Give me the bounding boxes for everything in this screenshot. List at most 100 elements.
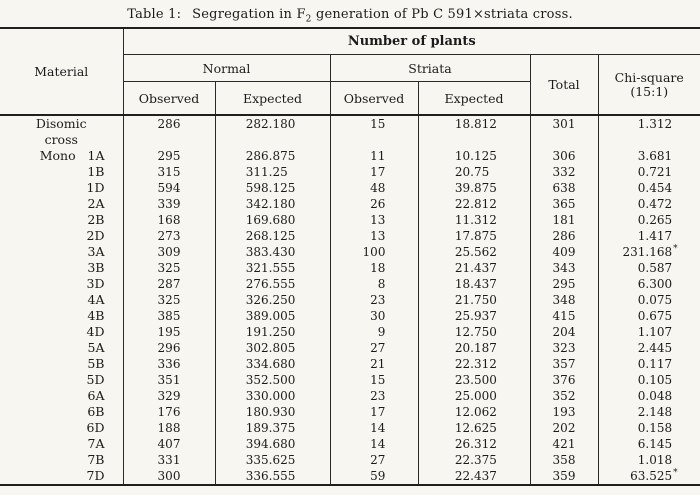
chi-square-cell: 0.454	[637, 181, 673, 195]
header-observed-normal: Observed	[123, 81, 216, 115]
total-cell: 332	[530, 164, 599, 180]
material-cell: 4A	[0, 292, 124, 308]
table-row: 5B 336 334.680 21 22.312 357 0.117	[0, 356, 700, 372]
chi-square-cell: 0.105	[637, 373, 673, 387]
normal-observed-cell: 329	[123, 388, 216, 404]
material-cell: 5B	[0, 356, 124, 372]
material-cell: 4B	[0, 308, 124, 324]
total-cell: 358	[530, 452, 599, 468]
material-cell: Mono 1A	[0, 148, 124, 164]
table-row: 2B 168 169.680 13 11.312 181 0.265	[0, 212, 700, 228]
material-cell: 6B	[0, 404, 124, 420]
striata-observed-cell: 13	[330, 228, 419, 244]
total-cell: 343	[530, 260, 599, 276]
normal-observed-cell: 168	[123, 212, 216, 228]
striata-expected-cell: 11.312	[418, 212, 531, 228]
header-total: Total	[530, 54, 599, 115]
striata-expected-cell: 12.062	[418, 404, 531, 420]
material-cell: 7D	[0, 468, 124, 485]
normal-expected-cell: 330.000	[215, 388, 331, 404]
normal-expected-cell: 394.680	[215, 436, 331, 452]
normal-expected-cell: 389.005	[215, 308, 331, 324]
normal-observed-cell: 287	[123, 276, 216, 292]
striata-observed-cell: 9	[330, 324, 419, 340]
striata-observed-cell: 48	[330, 180, 419, 196]
striata-expected-cell: 12.625	[418, 420, 531, 436]
striata-expected-cell: 25.562	[418, 244, 531, 260]
table-row: 3A 309 383.430 100 25.562 409 231.168*	[0, 244, 700, 260]
normal-observed-cell: 351	[123, 372, 216, 388]
chi-square-cell: 0.158	[637, 421, 673, 435]
chi-square-cell: 1.312	[637, 117, 673, 131]
material-cell: 2A	[0, 196, 124, 212]
header-normal: Normal	[123, 54, 331, 82]
normal-observed-cell: 385	[123, 308, 216, 324]
normal-observed-cell: 188	[123, 420, 216, 436]
material-cell: 7A	[0, 436, 124, 452]
table-caption: Table 1: Segregation in F2 generation of …	[0, 0, 700, 27]
striata-observed-cell: 18	[330, 260, 419, 276]
significance-asterisk: *	[673, 468, 678, 478]
normal-observed-cell: 176	[123, 404, 216, 420]
chi-square-cell: 0.587	[637, 261, 673, 275]
total-cell: 202	[530, 420, 599, 436]
striata-expected-cell: 17.875	[418, 228, 531, 244]
normal-expected-cell: 169.680	[215, 212, 331, 228]
table-row: 1D 594 598.125 48 39.875 638 0.454	[0, 180, 700, 196]
header-observed-striata: Observed	[330, 81, 419, 115]
table-row: 6B 176 180.930 17 12.062 193 2.148	[0, 404, 700, 420]
header-material: Material	[0, 28, 124, 115]
striata-expected-cell: 21.750	[418, 292, 531, 308]
material-cell: 7B	[0, 452, 124, 468]
chi-square-cell: 0.048	[637, 389, 673, 403]
normal-observed-cell: 336	[123, 356, 216, 372]
chi-square-cell: 231.168*	[622, 244, 678, 260]
header-number-of-plants: Number of plants	[123, 28, 700, 55]
table-row: 6A 329 330.000 23 25.000 352 0.048	[0, 388, 700, 404]
normal-expected-cell: 276.555	[215, 276, 331, 292]
header-striata: Striata	[330, 54, 531, 82]
header-chi-square: Chi-square (15:1)	[598, 55, 700, 116]
chi-square-cell: 2.148	[637, 405, 673, 419]
table-row: 7B 331 335.625 27 22.375 358 1.018	[0, 452, 700, 468]
total-cell: 204	[530, 324, 599, 340]
total-cell: 295	[530, 276, 599, 292]
material-cell: 3B	[0, 260, 124, 276]
total-cell: 638	[530, 180, 599, 196]
normal-observed-cell: 315	[123, 164, 216, 180]
table-row: 7D 300 336.555 59 22.437 359 63.525*	[0, 468, 700, 485]
total-cell: 352	[530, 388, 599, 404]
normal-observed-cell: 195	[123, 324, 216, 340]
normal-expected-cell: 191.250	[215, 324, 331, 340]
striata-observed-cell: 13	[330, 212, 419, 228]
total-cell: 409	[530, 244, 599, 260]
chi-square-ratio-label: (15:1)	[630, 83, 669, 99]
striata-observed-cell: 30	[330, 308, 419, 324]
normal-expected-cell: 321.555	[215, 260, 331, 276]
table-row: Disomic cross 286 282.180 15 18.812 301 …	[0, 115, 700, 148]
material-cell: 1B	[0, 164, 124, 180]
striata-expected-cell: 39.875	[418, 180, 531, 196]
material-cell: 6A	[0, 388, 124, 404]
normal-observed-cell: 325	[123, 292, 216, 308]
chi-square-cell: 6.145	[637, 437, 673, 451]
total-cell: 415	[530, 308, 599, 324]
striata-expected-cell: 26.312	[418, 436, 531, 452]
normal-observed-cell: 325	[123, 260, 216, 276]
normal-expected-cell: 268.125	[215, 228, 331, 244]
table-row: 3D 287 276.555 8 18.437 295 6.300	[0, 276, 700, 292]
table-row: 3B 325 321.555 18 21.437 343 0.587	[0, 260, 700, 276]
table-row: 6D 188 189.375 14 12.625 202 0.158	[0, 420, 700, 436]
table-row: 7A 407 394.680 14 26.312 421 6.145	[0, 436, 700, 452]
table-caption-text-1: Segregation in F	[192, 7, 306, 22]
material-cell: 2D	[0, 228, 124, 244]
normal-observed-cell: 286	[123, 115, 216, 148]
normal-observed-cell: 296	[123, 340, 216, 356]
striata-expected-cell: 21.437	[418, 260, 531, 276]
total-cell: 306	[530, 148, 599, 164]
normal-expected-cell: 282.180	[215, 115, 331, 148]
chi-square-cell: 3.681	[637, 149, 673, 163]
normal-observed-cell: 300	[123, 468, 216, 485]
striata-expected-cell: 25.937	[418, 308, 531, 324]
total-cell: 193	[530, 404, 599, 420]
